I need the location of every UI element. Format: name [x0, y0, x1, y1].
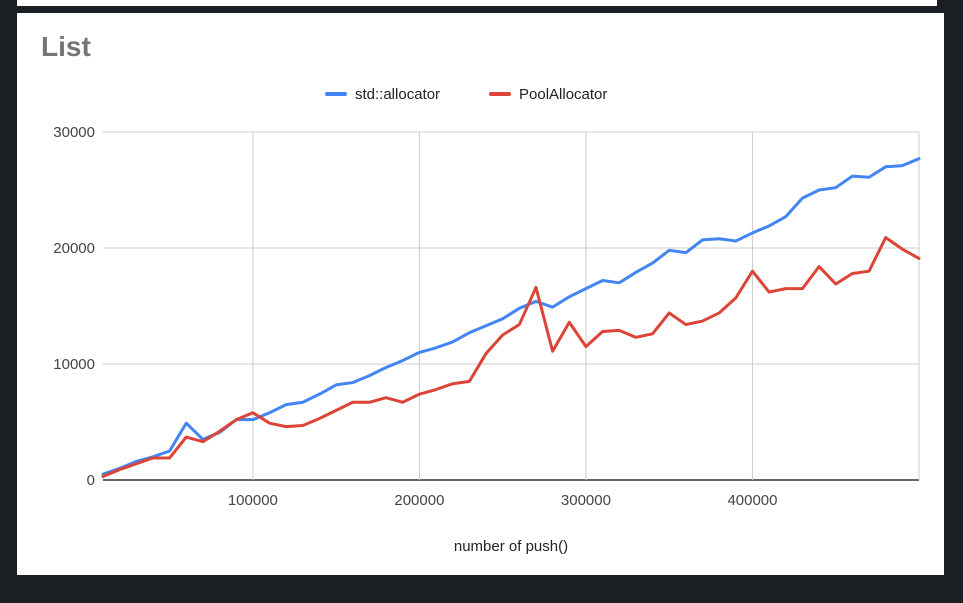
- series-line-pool-allocator: [101, 236, 921, 479]
- y-tick-label: 30000: [53, 124, 95, 141]
- x-tick-label: 400000: [727, 492, 777, 509]
- y-tick-label: 20000: [53, 240, 95, 257]
- x-tick-label: 300000: [561, 492, 611, 509]
- x-tick-label: 200000: [394, 492, 444, 509]
- y-tick-label: 0: [87, 472, 95, 489]
- chart-title: List: [41, 31, 91, 62]
- chart-card: List 0 10000 20000 30000 100000 200000 300000 4…: [17, 13, 944, 575]
- top-strip: [17, 0, 937, 6]
- legend-pool-allocator-label: PoolAllocator: [519, 86, 607, 103]
- x-axis-title: number of push(): [454, 538, 568, 555]
- line-chart: 0 10000 20000 30000 100000 200000 300000 400000…: [53, 86, 921, 555]
- x-tick-label: 100000: [228, 492, 278, 509]
- y-tick-label: 10000: [53, 356, 95, 373]
- legend-std-allocator-label: std::allocator: [355, 86, 440, 103]
